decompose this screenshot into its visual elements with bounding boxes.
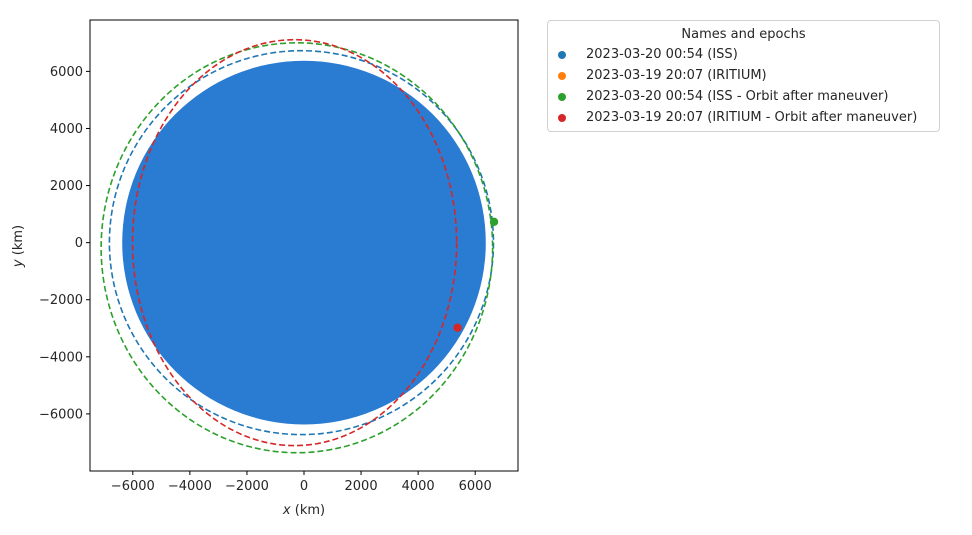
legend-marker-iritium	[558, 71, 566, 80]
position-marker-3	[453, 323, 462, 332]
y-axis-ticks: −6000 −4000 −2000 0 2000 4000 6000	[39, 65, 90, 422]
x-tick-label: 4000	[402, 479, 435, 494]
legend-entry-iritium-after-maneuver: 2023-03-19 20:07 (IRITIUM - Orbit after …	[548, 107, 939, 128]
x-axis-ticks: −6000 −4000 −2000 0 2000 4000 6000	[111, 471, 492, 494]
y-tick-label: 0	[75, 236, 83, 251]
x-tick-label: 6000	[459, 479, 492, 494]
legend-marker-iritium-after-maneuver	[558, 113, 566, 122]
legend: Names and epochs 2023-03-20 00:54 (ISS) …	[547, 20, 940, 132]
y-tick-label: 6000	[50, 65, 83, 80]
y-tick-label: 4000	[50, 122, 83, 137]
x-tick-label: 2000	[345, 479, 378, 494]
x-axis-label: x (km)	[282, 503, 325, 518]
legend-entry-iritium: 2023-03-19 20:07 (IRITIUM)	[548, 65, 939, 86]
x-tick-label: −4000	[168, 479, 212, 494]
legend-marker-iss	[558, 50, 566, 59]
orbit-line-2	[100, 42, 494, 454]
legend-marker-iss-after-maneuver	[558, 92, 566, 101]
legend-label-iritium-after-maneuver: 2023-03-19 20:07 (IRITIUM - Orbit after …	[586, 110, 918, 125]
earth-attractor	[122, 60, 486, 425]
orbit-line-0	[108, 49, 495, 436]
legend-label-iss: 2023-03-20 00:54 (ISS)	[586, 47, 738, 62]
y-tick-label: 2000	[50, 179, 83, 194]
legend-label-iritium: 2023-03-19 20:07 (IRITIUM)	[586, 68, 767, 83]
y-tick-label: −6000	[39, 407, 83, 422]
legend-entry-iss: 2023-03-20 00:54 (ISS)	[548, 44, 939, 65]
orbit-line-3	[131, 38, 458, 447]
legend-label-iss-after-maneuver: 2023-03-20 00:54 (ISS - Orbit after mane…	[586, 89, 889, 104]
legend-title: Names and epochs	[681, 27, 806, 42]
x-tick-label: 0	[300, 479, 308, 494]
x-tick-label: −6000	[111, 479, 155, 494]
y-tick-label: −4000	[39, 350, 83, 365]
x-tick-label: −2000	[225, 479, 269, 494]
position-marker-2	[489, 217, 499, 227]
y-axis-label: y (km)	[11, 225, 26, 268]
y-tick-label: −2000	[39, 293, 83, 308]
legend-entry-iss-after-maneuver: 2023-03-20 00:54 (ISS - Orbit after mane…	[548, 86, 939, 107]
